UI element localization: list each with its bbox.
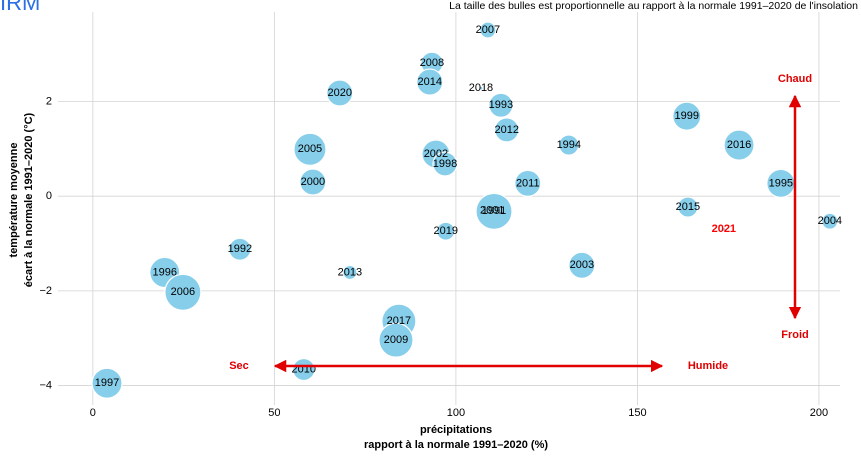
bubble <box>416 68 444 96</box>
chart-title: IRM <box>0 0 40 15</box>
point-label: 1995 <box>769 177 793 189</box>
point-label: 2013 <box>338 266 362 278</box>
point-label: 1999 <box>675 110 699 122</box>
bubble <box>432 151 458 177</box>
bubble <box>436 221 456 241</box>
y-tick-label: −4 <box>39 379 52 391</box>
bubble <box>821 212 839 230</box>
bubble <box>378 322 414 358</box>
bubble <box>299 168 327 196</box>
bubble <box>478 85 484 91</box>
point-label: 1991 <box>482 205 506 217</box>
point-label: 2011 <box>516 177 540 189</box>
point-label: 1996 <box>152 266 176 278</box>
x-tick-label: 50 <box>268 407 280 419</box>
bubble <box>723 129 755 161</box>
point-label: 2008 <box>420 57 444 69</box>
point-label: 2009 <box>384 334 408 346</box>
point-label: 2004 <box>818 215 842 227</box>
chart-subtitle: La taille des bulles est proportionnelle… <box>449 0 858 12</box>
point-label: 2000 <box>301 176 325 188</box>
bubble <box>672 101 702 131</box>
point-label: 1997 <box>95 377 119 389</box>
point-label: 1998 <box>433 158 457 170</box>
x-tick-label: 100 <box>447 407 465 419</box>
point-label: 2007 <box>476 24 500 36</box>
point-label: 2012 <box>494 124 518 136</box>
point-label: 2001 <box>480 204 504 216</box>
y-tick-label: −2 <box>39 285 52 297</box>
bubble <box>91 367 123 399</box>
x-tick-label: 200 <box>810 407 828 419</box>
point-label: 2014 <box>418 76 442 88</box>
x-tick-label: 0 <box>90 407 96 419</box>
point-label: 2018 <box>469 82 493 94</box>
grid <box>58 12 840 405</box>
point-label: 1994 <box>557 139 581 151</box>
bubble <box>488 92 514 118</box>
point-label: 2002 <box>424 148 448 160</box>
bubble <box>677 196 699 218</box>
point-label: 2020 <box>327 87 351 99</box>
point-label: 2015 <box>676 201 700 213</box>
bubbles: 1997199620061992201020052000202020132017… <box>91 21 842 399</box>
bubble <box>494 117 520 143</box>
y-axis-title: écart à la normale 1991–2020 (°C) <box>23 112 35 287</box>
x-axis-title: précipitations <box>420 424 492 436</box>
bubble <box>721 226 727 232</box>
point-label: 2017 <box>387 315 411 327</box>
annotation: Humide <box>688 360 728 372</box>
y-tick-label: 0 <box>46 190 52 202</box>
bubble <box>164 273 202 311</box>
bubble <box>326 79 354 107</box>
bubble <box>568 251 596 279</box>
point-label: 2016 <box>727 139 751 151</box>
annotation: Froid <box>781 329 809 341</box>
x-tick-label: 150 <box>628 407 646 419</box>
bubble <box>475 192 513 230</box>
annotation: Chaud <box>778 73 812 85</box>
point-label: 2003 <box>570 259 594 271</box>
y-tick-label: 2 <box>46 95 52 107</box>
bubble <box>293 132 327 166</box>
y-axis-title: température moyenne <box>8 143 20 258</box>
bubble <box>558 134 580 156</box>
point-label: 2006 <box>171 286 195 298</box>
bubble <box>342 264 358 281</box>
point-label: 2021 <box>712 223 736 235</box>
point-label: 2005 <box>298 143 322 155</box>
point-label: 1993 <box>489 99 513 111</box>
bubble <box>228 237 252 261</box>
bubble <box>479 21 497 39</box>
bubble <box>514 169 542 198</box>
point-label: 2019 <box>433 225 457 237</box>
x-axis-title: rapport à la normale 1991–2020 (%) <box>364 439 548 451</box>
annotation: Sec <box>229 360 249 372</box>
point-label: 1992 <box>228 243 252 255</box>
